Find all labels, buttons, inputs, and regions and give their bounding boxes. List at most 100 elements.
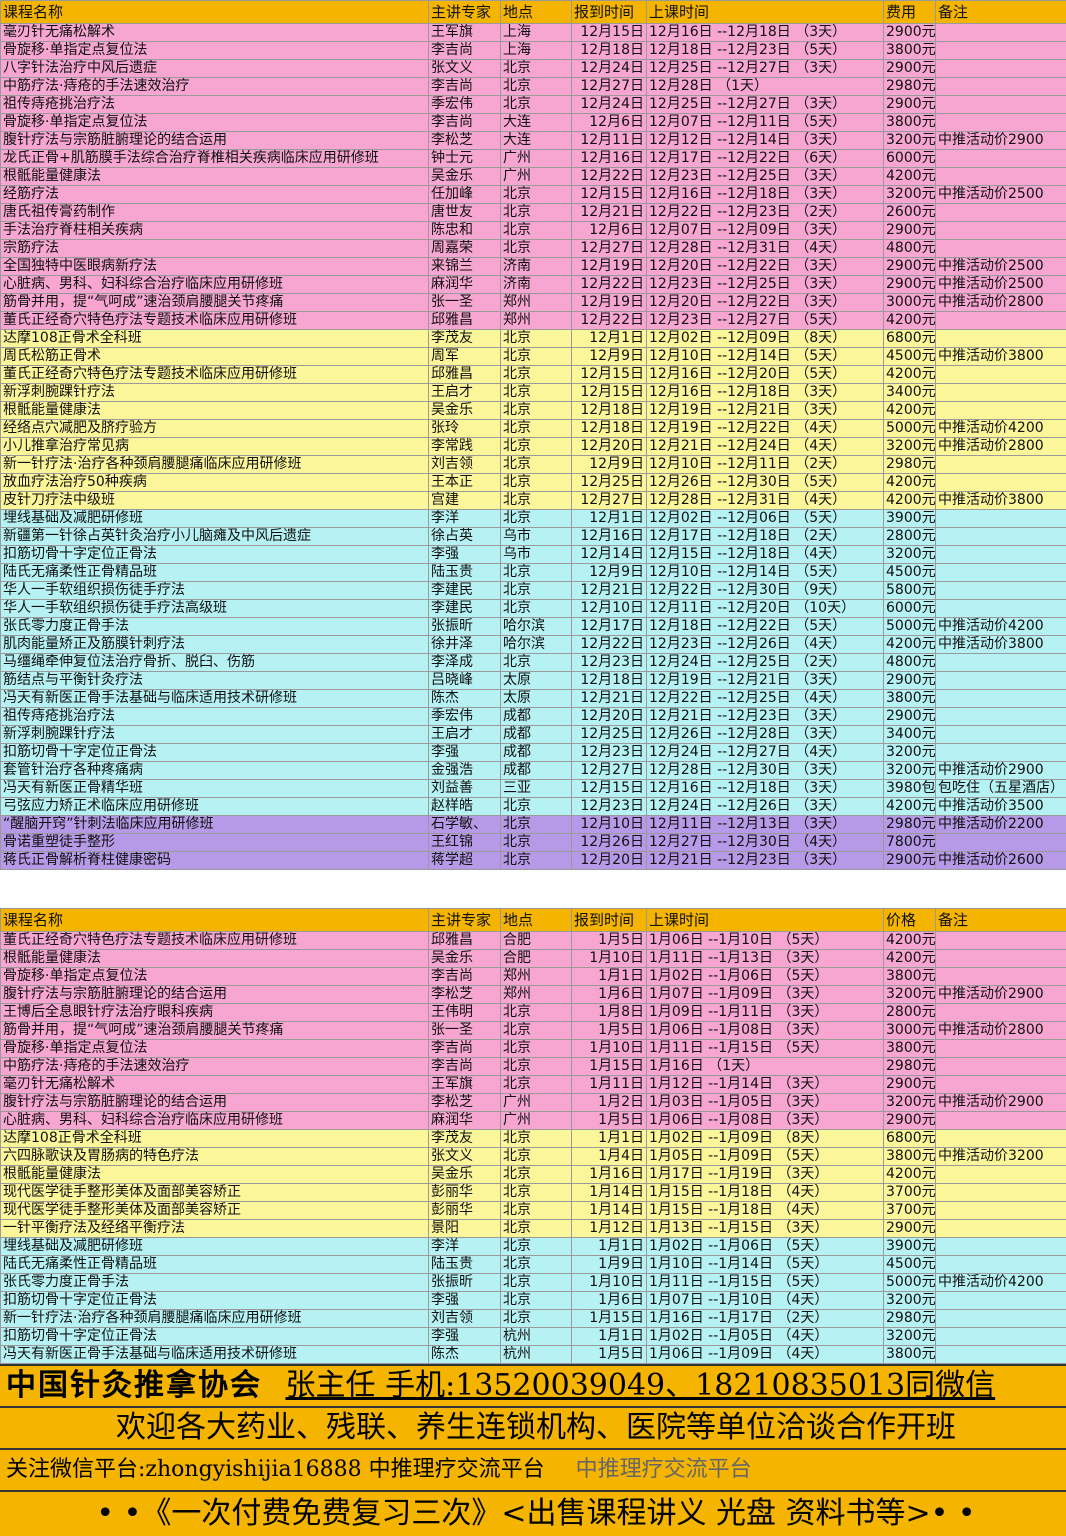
cell-class-dates: 12月07日 --12月11日 （5天） xyxy=(647,114,884,132)
cell-fee: 4200元 xyxy=(884,950,936,968)
cell-lecturer: 李吉尚 xyxy=(429,1040,501,1058)
cell-location: 北京 xyxy=(501,366,572,384)
cell-course-name: 扣筋切骨十字定位正骨法 xyxy=(1,546,429,564)
cell-checkin-date: 12月22日 xyxy=(572,312,647,330)
cell-location: 济南 xyxy=(501,276,572,294)
cell-checkin-date: 12月11日 xyxy=(572,132,647,150)
cell-remark xyxy=(936,312,1066,330)
cell-remark: 中推活动价2900 xyxy=(936,762,1066,780)
cell-fee: 5000元 xyxy=(884,618,936,636)
cell-lecturer: 吴金乐 xyxy=(429,402,501,420)
cell-course-name: 腹针疗法与宗筋脏腑理论的结合运用 xyxy=(1,1094,429,1112)
cell-remark xyxy=(936,1130,1066,1148)
cell-checkin-date: 1月1日 xyxy=(572,1328,647,1346)
cell-fee: 4800元 xyxy=(884,240,936,258)
cell-location: 成都 xyxy=(501,762,572,780)
cell-course-name: 腹针疗法与宗筋脏腑理论的结合运用 xyxy=(1,132,429,150)
cell-fee: 2900元 xyxy=(884,276,936,294)
cell-class-dates: 1月09日 --1月11日 （3天） xyxy=(647,1004,884,1022)
cell-location: 北京 xyxy=(501,420,572,438)
cell-location: 北京 xyxy=(501,798,572,816)
cell-class-dates: 12月10日 --12月11日 （2天） xyxy=(647,456,884,474)
cell-fee: 3200元 xyxy=(884,546,936,564)
cell-location: 郑州 xyxy=(501,294,572,312)
cell-location: 北京 xyxy=(501,1130,572,1148)
cell-fee: 3200元 xyxy=(884,762,936,780)
cell-location: 北京 xyxy=(501,384,572,402)
cell-course-name: 冯天有新医正骨手法基础与临床适用技术研修班 xyxy=(1,1346,429,1364)
cell-checkin-date: 1月5日 xyxy=(572,1022,647,1040)
cell-location: 北京 xyxy=(501,348,572,366)
cell-class-dates: 12月27日 --12月30日 （4天） xyxy=(647,834,884,852)
cell-course-name: 骨旋移·单指定点复位法 xyxy=(1,1040,429,1058)
cell-location: 成都 xyxy=(501,708,572,726)
cell-checkin-date: 1月14日 xyxy=(572,1184,647,1202)
cell-fee: 3200元 xyxy=(884,132,936,150)
cell-course-name: 祖传痔疮挑治疗法 xyxy=(1,708,429,726)
cell-class-dates: 12月28日 --12月30日 （3天） xyxy=(647,762,884,780)
cell-lecturer: 吕晓峰 xyxy=(429,672,501,690)
cell-fee: 4500元 xyxy=(884,564,936,582)
cell-checkin-date: 1月8日 xyxy=(572,1004,647,1022)
cell-location: 广州 xyxy=(501,1112,572,1130)
cell-fee: 3800元 xyxy=(884,1040,936,1058)
cell-location: 乌市 xyxy=(501,528,572,546)
cell-fee: 2900元 xyxy=(884,672,936,690)
cell-fee: 3700元 xyxy=(884,1184,936,1202)
cell-fee: 4800元 xyxy=(884,654,936,672)
cell-course-name: 陆氏无痛柔性正骨精品班 xyxy=(1,1256,429,1274)
cell-course-name: 华人一手软组织损伤徒手疗法 xyxy=(1,582,429,600)
cell-course-name: 新浮刺腕踝针疗法 xyxy=(1,726,429,744)
cell-fee: 4200元 xyxy=(884,402,936,420)
cell-class-dates: 1月06日 --1月08日 （3天） xyxy=(647,1112,884,1130)
cell-fee: 2900元 xyxy=(884,1220,936,1238)
cell-fee: 2900元 xyxy=(884,24,936,42)
cell-lecturer: 赵样皓 xyxy=(429,798,501,816)
cell-lecturer: 王启才 xyxy=(429,726,501,744)
cell-class-dates: 1月11日 --1月15日 （5天） xyxy=(647,1040,884,1058)
cell-checkin-date: 1月10日 xyxy=(572,1274,647,1292)
cell-location: 北京 xyxy=(501,474,572,492)
cell-checkin-date: 12月24日 xyxy=(572,96,647,114)
cell-class-dates: 12月28日 （1天） xyxy=(647,78,884,96)
cell-location: 北京 xyxy=(501,1040,572,1058)
cell-lecturer: 金强浩 xyxy=(429,762,501,780)
cell-course-name: 张氏零力度正骨手法 xyxy=(1,618,429,636)
cell-checkin-date: 12月15日 xyxy=(572,24,647,42)
header-fee: 价格 xyxy=(884,909,936,932)
cell-location: 广州 xyxy=(501,1094,572,1112)
header-remark: 备注 xyxy=(936,909,1066,932)
cell-checkin-date: 1月11日 xyxy=(572,1076,647,1094)
cell-fee: 2900元 xyxy=(884,60,936,78)
cell-location: 北京 xyxy=(501,1148,572,1166)
cell-lecturer: 彭丽华 xyxy=(429,1184,501,1202)
cell-course-name: 龙氏正骨+肌筋膜手法综合治疗脊椎相关疾病临床应用研修班 xyxy=(1,150,429,168)
cell-fee: 3800元 xyxy=(884,114,936,132)
cell-checkin-date: 12月23日 xyxy=(572,744,647,762)
cell-fee: 2900元 xyxy=(884,1112,936,1130)
cell-course-name: 华人一手软组织损伤徒手疗法高级班 xyxy=(1,600,429,618)
cell-location: 合肥 xyxy=(501,932,572,950)
cell-location: 北京 xyxy=(501,654,572,672)
cell-checkin-date: 12月26日 xyxy=(572,834,647,852)
cell-lecturer: 张一圣 xyxy=(429,1022,501,1040)
cell-course-name: 腹针疗法与宗筋脏腑理论的结合运用 xyxy=(1,986,429,1004)
cell-checkin-date: 12月23日 xyxy=(572,654,647,672)
cell-checkin-date: 1月14日 xyxy=(572,1202,647,1220)
cell-fee: 4500元 xyxy=(884,348,936,366)
cell-course-name: 中筋疗法·痔疮的手法速效治疗 xyxy=(1,78,429,96)
cell-remark xyxy=(936,1112,1066,1130)
